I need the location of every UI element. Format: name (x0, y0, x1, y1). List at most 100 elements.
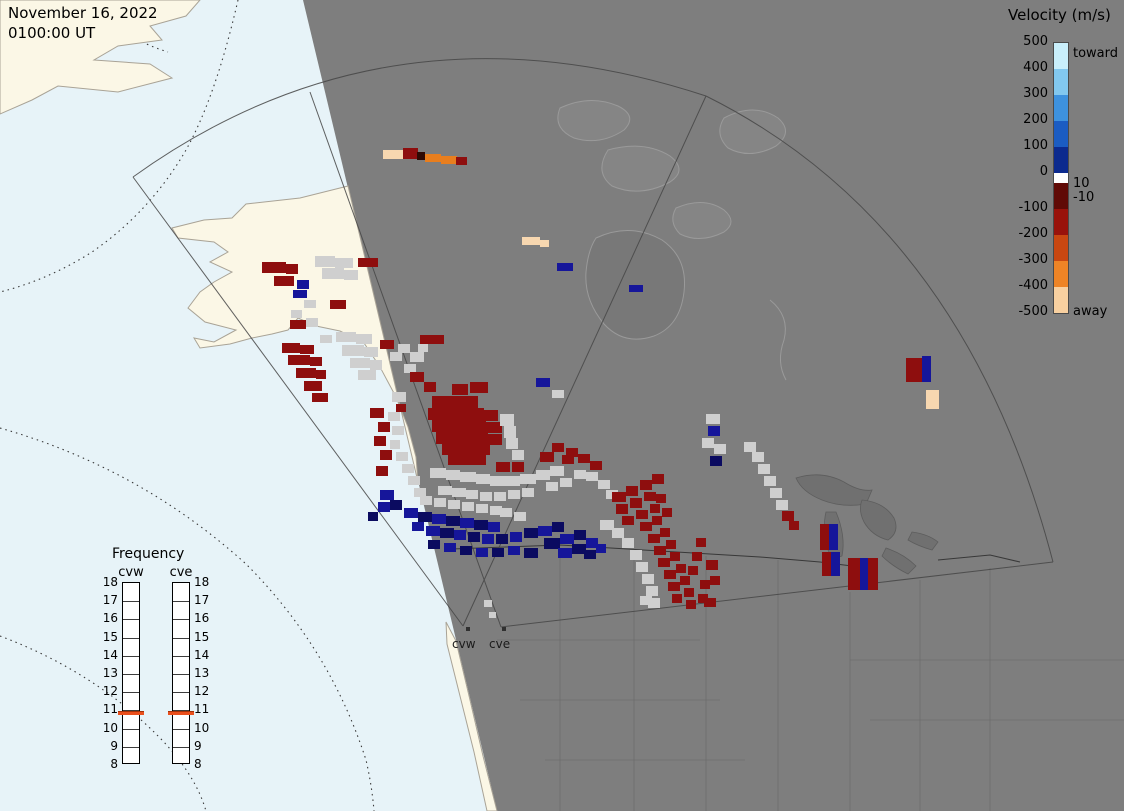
velocity-cell (304, 381, 322, 391)
velocity-cell (392, 392, 406, 402)
velocity-cell (370, 360, 382, 370)
velocity-cell (441, 156, 457, 164)
velocity-cell (396, 404, 406, 412)
velocity-cell (640, 596, 652, 605)
velocity-cell (646, 586, 658, 596)
velocity-cell (702, 438, 714, 448)
velocity-cell (378, 502, 390, 512)
velocity-cell (496, 462, 510, 472)
velocity-tick-label: 500 (1023, 34, 1048, 49)
velocity-cell (522, 488, 534, 497)
velocity-cell (446, 470, 460, 480)
land-alaska (171, 185, 419, 483)
velocity-cell (452, 384, 468, 395)
velocity-cell (552, 390, 564, 398)
velocity-cell (293, 290, 307, 298)
velocity-cell (316, 370, 326, 379)
frequency-tick-line (123, 637, 139, 639)
velocity-cell (368, 512, 378, 521)
velocity-cell (396, 452, 408, 461)
velocity-cell (456, 157, 467, 165)
velocity-cell (286, 264, 298, 274)
velocity-cell (926, 390, 939, 409)
velocity-cell (315, 256, 335, 267)
velocity-cell (752, 452, 764, 462)
velocity-cell (374, 436, 386, 446)
velocity-cell (474, 520, 488, 530)
frequency-scale-bar (122, 582, 140, 764)
velocity-cell (652, 474, 664, 484)
velocity-cell (776, 500, 788, 510)
frequency-tick-label: 12 (102, 684, 118, 699)
velocity-cell (470, 455, 486, 465)
velocity-cell (508, 490, 520, 499)
velocity-cell (640, 522, 652, 531)
velocity-cell (764, 476, 776, 486)
velocity-cell (418, 344, 428, 352)
frequency-tick-label: 8 (194, 757, 202, 771)
frequency-tick-line (173, 692, 189, 694)
velocity-cell (428, 540, 440, 549)
velocity-cell (462, 502, 474, 511)
frequency-tick-line (173, 637, 189, 639)
velocity-cell (522, 237, 540, 245)
velocity-cell (546, 482, 558, 491)
velocity-cell (336, 332, 356, 342)
velocity-tick-label: -200 (1018, 226, 1048, 241)
velocity-cell (512, 462, 524, 472)
frequency-panel: Frequency cvw 18 17 16 15 14 13 12 11 10 9 8 cve 18 17… (90, 546, 240, 786)
velocity-cell (626, 486, 638, 496)
velocity-cell (380, 340, 394, 349)
velocity-cell (398, 344, 410, 353)
velocity-cell (868, 558, 878, 590)
velocity-cell (489, 612, 496, 618)
velocity-cell (428, 408, 458, 420)
velocity-cell (654, 546, 666, 555)
velocity-cell (404, 508, 418, 518)
velocity-cell (536, 378, 550, 387)
velocity-cell (692, 552, 702, 561)
frequency-marker (118, 711, 144, 716)
frequency-tick-label: 17 (102, 593, 118, 608)
velocity-cell (288, 355, 310, 365)
velocity-tick-label: 200 (1023, 112, 1048, 127)
velocity-cell (402, 464, 414, 473)
velocity-cell (496, 534, 508, 544)
velocity-cell (466, 490, 478, 499)
frequency-tick-label: 16 (194, 611, 210, 626)
velocity-cell (476, 474, 490, 484)
frequency-tick-line (173, 710, 189, 712)
velocity-cell (304, 300, 316, 308)
velocity-cell (574, 530, 586, 540)
velocity-cell (648, 598, 660, 608)
velocity-cell (490, 506, 502, 515)
velocity-cell (688, 566, 698, 575)
colorbar-segment (1054, 147, 1068, 173)
velocity-cell (668, 582, 680, 591)
frequency-marker (168, 711, 194, 716)
velocity-cell (658, 558, 670, 567)
velocity-cell (848, 558, 860, 590)
velocity-cell (408, 476, 420, 485)
velocity-cell (440, 528, 454, 538)
velocity-cell (744, 442, 756, 452)
velocity-cell (672, 594, 682, 603)
frequency-column-label: cve (169, 565, 193, 580)
velocity-cell (356, 334, 372, 344)
radar-site-label: cve (489, 637, 510, 651)
date-label: November 16, 2022 (8, 4, 158, 22)
velocity-cell (448, 455, 470, 465)
velocity-cell (390, 352, 402, 361)
colorbar-segment (1054, 183, 1068, 209)
frequency-tick-line (123, 601, 139, 603)
velocity-cell (460, 546, 472, 555)
velocity-cell (504, 426, 516, 438)
frequency-tick-label: 14 (102, 647, 118, 662)
velocity-cell (770, 488, 782, 498)
velocity-cell (358, 370, 376, 380)
velocity-cell (822, 552, 831, 576)
radar-sites-layer: cvw cve (452, 627, 510, 651)
velocity-cell (644, 492, 656, 501)
frequency-tick-line (173, 746, 189, 748)
velocity-cell (586, 472, 598, 481)
